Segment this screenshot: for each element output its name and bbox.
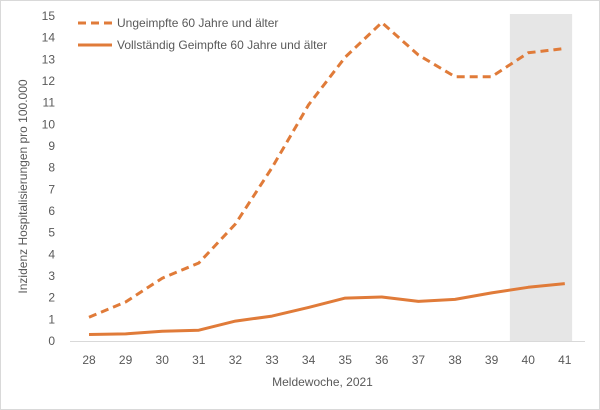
y-axis-title: Inzidenz Hospitalisierungen pro 100.000 [16,79,30,293]
y-tick-label: 12 [42,74,56,88]
y-tick-label: 6 [48,204,55,218]
x-tick-label: 37 [412,353,426,367]
x-tick-label: 36 [375,353,389,367]
x-tick-label: 35 [339,353,353,367]
legend-label-vaccinated: Vollständig Geimpfte 60 Jahre und älter [117,38,327,52]
series-line-unvaccinated [88,21,565,319]
x-tick-label: 40 [522,353,536,367]
x-tick-label: 30 [156,353,170,367]
y-tick-label: 10 [42,117,56,131]
legend: Ungeimpfte 60 Jahre und älter Vollständi… [78,16,327,52]
y-tick-label: 0 [48,334,55,348]
y-tick-label: 5 [48,226,55,240]
y-tick-label: 13 [42,52,56,66]
highlight-region [509,14,573,341]
x-axis-title: Meldewoche, 2021 [272,375,373,389]
x-tick-label: 41 [558,353,572,367]
x-tick-label: 39 [485,353,499,367]
legend-label-unvaccinated: Ungeimpfte 60 Jahre und älter [117,16,278,30]
x-tick-label: 28 [82,353,96,367]
series-line-vaccinated [88,282,565,336]
y-tick-label: 9 [48,139,55,153]
x-tick-label: 29 [119,353,133,367]
highlight-layer [509,14,573,341]
x-tick-label: 32 [229,353,243,367]
y-tick-label: 8 [48,161,55,175]
x-tick-label: 34 [302,353,316,367]
y-tick-label: 3 [48,269,55,283]
y-tick-label: 7 [48,182,55,196]
y-tick-label: 11 [43,96,56,110]
y-tick-label: 14 [42,31,56,45]
x-tick-label: 31 [192,353,206,367]
y-tick-label: 1 [48,312,55,326]
series-layer [88,21,565,336]
y-tick-label: 4 [48,247,55,261]
x-tick-label: 33 [265,353,279,367]
x-tick-label: 38 [448,353,462,367]
y-tick-label: 15 [42,9,56,23]
y-tick-label: 2 [48,291,55,305]
